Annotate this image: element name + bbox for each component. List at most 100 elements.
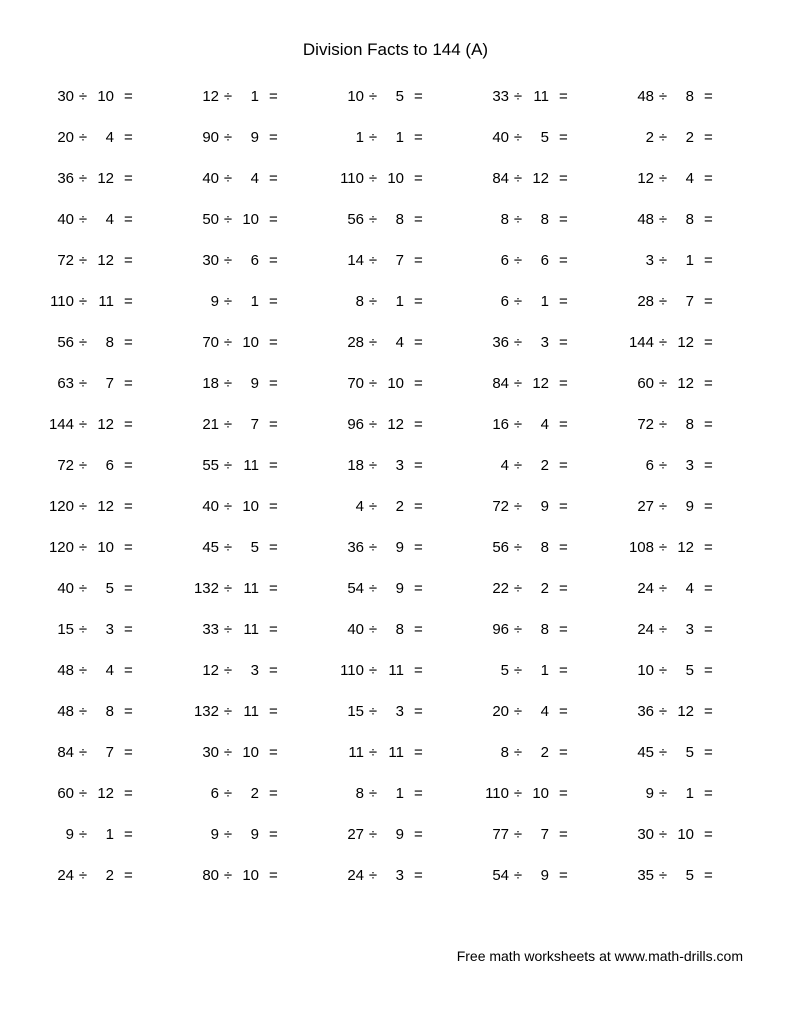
- division-symbol: ÷: [364, 88, 382, 105]
- equals-symbol: =: [704, 88, 713, 105]
- equals-symbol: =: [704, 211, 713, 228]
- dividend: 6: [475, 252, 509, 269]
- divisor: 11: [237, 580, 259, 597]
- division-symbol: ÷: [654, 744, 672, 761]
- dividend: 72: [40, 457, 74, 474]
- divisor: 12: [382, 416, 404, 433]
- dividend: 5: [475, 662, 509, 679]
- dividend: 72: [40, 252, 74, 269]
- dividend: 45: [185, 539, 219, 556]
- dividend: 56: [40, 334, 74, 351]
- divisor: 3: [527, 334, 549, 351]
- equals-symbol: =: [124, 826, 133, 843]
- equals-symbol: =: [704, 785, 713, 802]
- division-problem: 9÷1=: [620, 785, 751, 802]
- division-problem: 5÷1=: [475, 662, 606, 679]
- division-symbol: ÷: [364, 416, 382, 433]
- division-symbol: ÷: [509, 744, 527, 761]
- divisor: 9: [527, 498, 549, 515]
- equals-symbol: =: [124, 334, 133, 351]
- equals-symbol: =: [704, 375, 713, 392]
- divisor: 4: [527, 703, 549, 720]
- division-problem: 110÷11=: [330, 662, 461, 679]
- division-symbol: ÷: [509, 252, 527, 269]
- equals-symbol: =: [269, 539, 278, 556]
- equals-symbol: =: [269, 580, 278, 597]
- equals-symbol: =: [704, 744, 713, 761]
- division-symbol: ÷: [509, 662, 527, 679]
- division-symbol: ÷: [74, 867, 92, 884]
- equals-symbol: =: [269, 334, 278, 351]
- division-symbol: ÷: [219, 867, 237, 884]
- division-problem: 33÷11=: [185, 621, 316, 638]
- dividend: 108: [620, 539, 654, 556]
- dividend: 110: [330, 662, 364, 679]
- dividend: 110: [475, 785, 509, 802]
- division-symbol: ÷: [74, 416, 92, 433]
- dividend: 40: [40, 211, 74, 228]
- dividend: 10: [330, 88, 364, 105]
- divisor: 11: [382, 662, 404, 679]
- equals-symbol: =: [269, 621, 278, 638]
- divisor: 12: [672, 375, 694, 392]
- divisor: 4: [92, 662, 114, 679]
- equals-symbol: =: [704, 170, 713, 187]
- dividend: 120: [40, 539, 74, 556]
- dividend: 9: [620, 785, 654, 802]
- dividend: 27: [620, 498, 654, 515]
- divisor: 10: [237, 498, 259, 515]
- equals-symbol: =: [559, 867, 568, 884]
- division-problem: 3÷1=: [620, 252, 751, 269]
- divisor: 2: [672, 129, 694, 146]
- dividend: 30: [185, 744, 219, 761]
- divisor: 8: [382, 621, 404, 638]
- equals-symbol: =: [704, 621, 713, 638]
- divisor: 1: [527, 662, 549, 679]
- division-symbol: ÷: [654, 621, 672, 638]
- divisor: 2: [527, 457, 549, 474]
- division-problem: 20÷4=: [40, 129, 171, 146]
- equals-symbol: =: [559, 170, 568, 187]
- dividend: 24: [40, 867, 74, 884]
- division-problem: 70÷10=: [185, 334, 316, 351]
- dividend: 30: [40, 88, 74, 105]
- division-symbol: ÷: [219, 580, 237, 597]
- equals-symbol: =: [704, 580, 713, 597]
- division-symbol: ÷: [74, 621, 92, 638]
- divisor: 9: [527, 867, 549, 884]
- division-symbol: ÷: [654, 662, 672, 679]
- divisor: 6: [237, 252, 259, 269]
- dividend: 6: [475, 293, 509, 310]
- divisor: 8: [527, 621, 549, 638]
- dividend: 110: [330, 170, 364, 187]
- footer-text: Free math worksheets at www.math-drills.…: [457, 948, 743, 964]
- equals-symbol: =: [269, 375, 278, 392]
- dividend: 11: [330, 744, 364, 761]
- dividend: 24: [620, 580, 654, 597]
- equals-symbol: =: [559, 293, 568, 310]
- dividend: 144: [40, 416, 74, 433]
- division-symbol: ÷: [74, 539, 92, 556]
- divisor: 12: [672, 539, 694, 556]
- division-problem: 36÷12=: [40, 170, 171, 187]
- division-symbol: ÷: [364, 293, 382, 310]
- equals-symbol: =: [414, 416, 423, 433]
- dividend: 96: [330, 416, 364, 433]
- divisor: 9: [382, 826, 404, 843]
- equals-symbol: =: [704, 539, 713, 556]
- divisor: 5: [672, 867, 694, 884]
- divisor: 2: [92, 867, 114, 884]
- dividend: 80: [185, 867, 219, 884]
- divisor: 5: [672, 662, 694, 679]
- division-problem: 9÷1=: [40, 826, 171, 843]
- division-problem: 30÷10=: [40, 88, 171, 105]
- division-problem: 90÷9=: [185, 129, 316, 146]
- equals-symbol: =: [559, 744, 568, 761]
- divisor: 6: [92, 457, 114, 474]
- equals-symbol: =: [414, 375, 423, 392]
- equals-symbol: =: [559, 334, 568, 351]
- division-symbol: ÷: [219, 334, 237, 351]
- divisor: 12: [92, 252, 114, 269]
- equals-symbol: =: [269, 457, 278, 474]
- equals-symbol: =: [414, 662, 423, 679]
